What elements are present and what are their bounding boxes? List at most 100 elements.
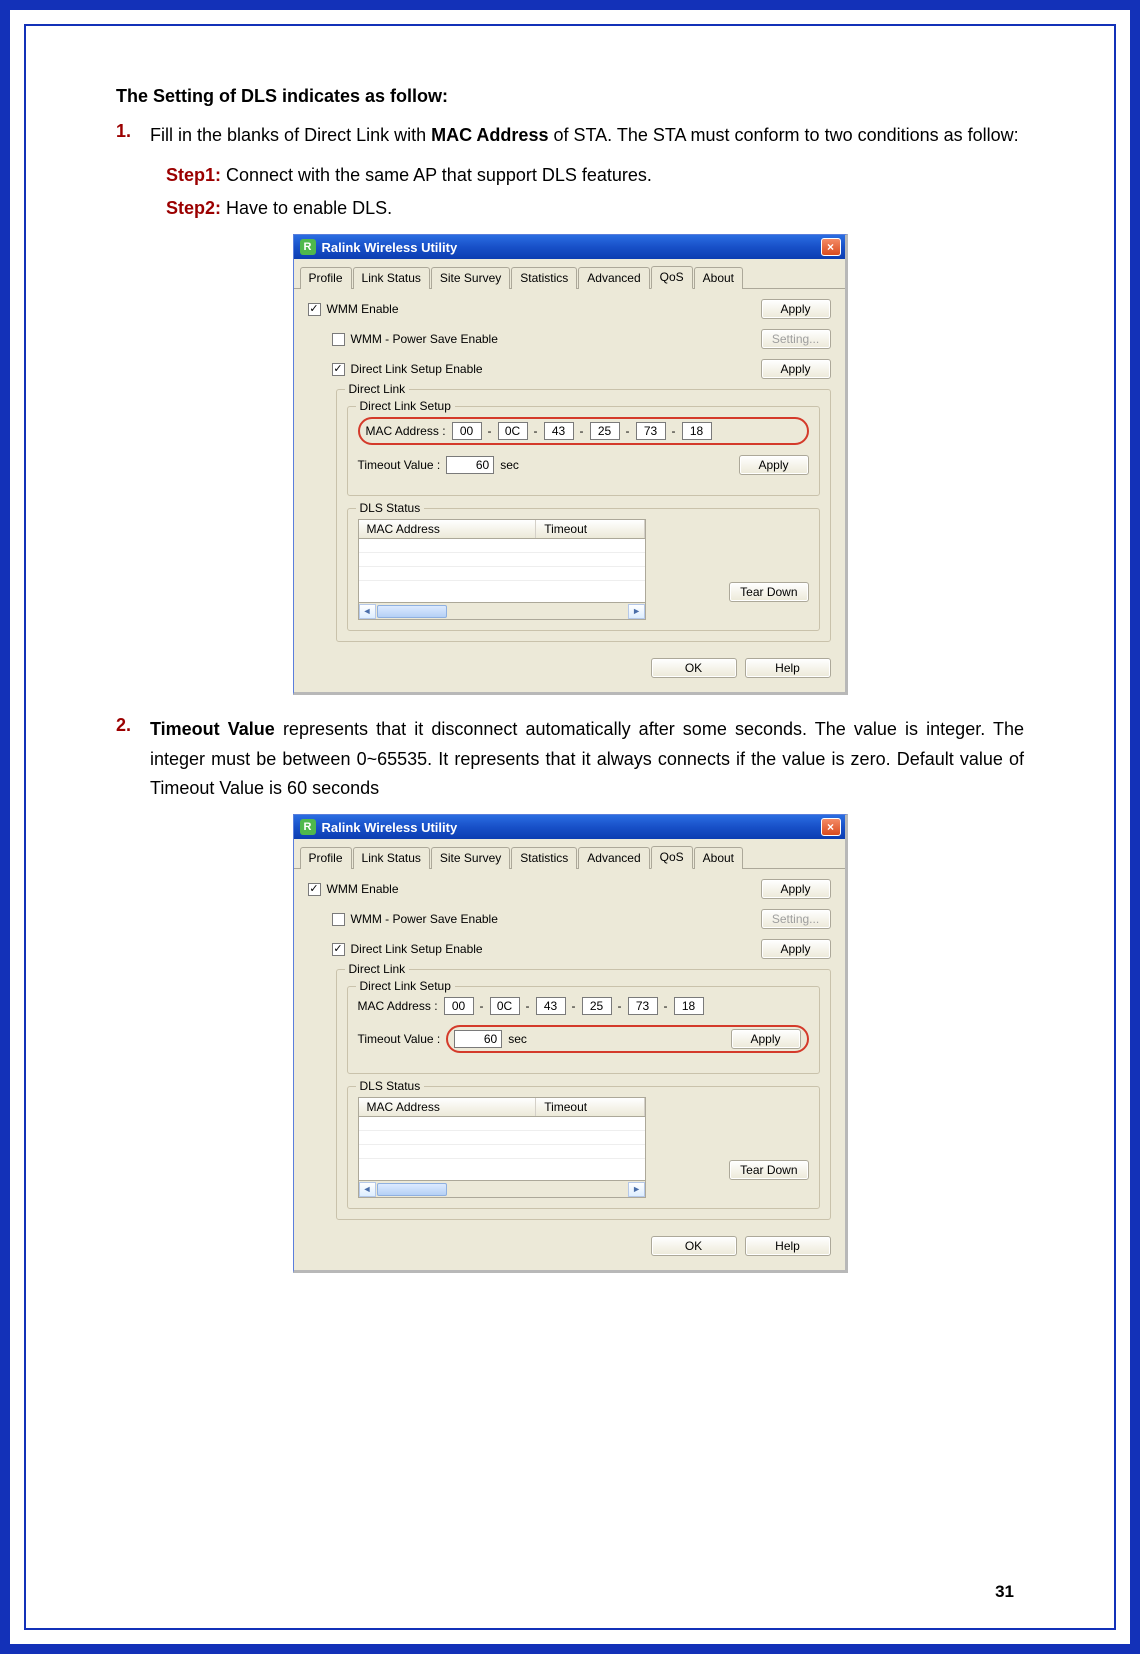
status-list-body[interactable]: [358, 1117, 647, 1181]
scroll-left-icon[interactable]: ◄: [359, 604, 376, 619]
status-list-header: MAC Address Timeout: [358, 1097, 647, 1117]
apply-button-dls[interactable]: Apply: [761, 939, 831, 959]
tab-site-survey[interactable]: Site Survey: [431, 267, 510, 289]
tab-advanced[interactable]: Advanced: [578, 847, 649, 869]
tear-down-button[interactable]: Tear Down: [729, 582, 808, 602]
direct-link-label: Direct Link: [345, 382, 410, 396]
mac-highlight: MAC Address : 00- 0C- 43- 25- 73- 18: [358, 417, 809, 445]
dls-setup-group: Direct Link Setup MAC Address : 00- 0C- …: [347, 986, 820, 1074]
item-2-number: 2.: [116, 715, 150, 804]
wmm-ps-checkbox[interactable]: [332, 333, 345, 346]
help-button[interactable]: Help: [745, 658, 831, 678]
wmm-ps-label: WMM - Power Save Enable: [351, 912, 498, 926]
list-item-2: 2. Timeout Value represents that it disc…: [116, 715, 1024, 804]
apply-button-wmm[interactable]: Apply: [761, 879, 831, 899]
tab-statistics[interactable]: Statistics: [511, 847, 577, 869]
apply-button-wmm[interactable]: Apply: [761, 299, 831, 319]
item-1-number: 1.: [116, 121, 150, 151]
step-1: Step1: Connect with the same AP that sup…: [166, 161, 1024, 191]
apply-button-dls[interactable]: Apply: [761, 359, 831, 379]
item-1-bold: MAC Address: [431, 125, 548, 145]
scroll-thumb[interactable]: [377, 1183, 447, 1196]
tab-qos[interactable]: QoS: [651, 266, 693, 289]
dls-enable-label: Direct Link Setup Enable: [351, 362, 483, 376]
tab-profile[interactable]: Profile: [300, 267, 352, 289]
dls-setup-label: Direct Link Setup: [356, 399, 455, 413]
tab-row: Profile Link Status Site Survey Statisti…: [294, 259, 845, 289]
horizontal-scrollbar[interactable]: ◄ ►: [358, 603, 647, 620]
tab-profile[interactable]: Profile: [300, 847, 352, 869]
col-mac-header[interactable]: MAC Address: [359, 520, 537, 538]
direct-link-group: Direct Link Direct Link Setup MAC Addres…: [336, 389, 831, 642]
wmm-ps-checkbox[interactable]: [332, 913, 345, 926]
col-mac-header[interactable]: MAC Address: [359, 1098, 537, 1116]
col-timeout-header[interactable]: Timeout: [536, 520, 645, 538]
timeout-highlight: 60 sec Apply: [446, 1025, 808, 1053]
app-icon: R: [300, 819, 316, 835]
mac-field-1[interactable]: 0C: [498, 422, 528, 440]
wmm-enable-checkbox[interactable]: [308, 303, 321, 316]
tab-link-status[interactable]: Link Status: [353, 847, 430, 869]
dls-enable-checkbox[interactable]: [332, 363, 345, 376]
list-item-1: 1. Fill in the blanks of Direct Link wit…: [116, 121, 1024, 151]
dls-status-label: DLS Status: [356, 1079, 425, 1093]
list-row: [359, 553, 646, 567]
apply-button-timeout[interactable]: Apply: [739, 455, 809, 475]
tab-about[interactable]: About: [694, 847, 743, 869]
list-row: [359, 1131, 646, 1145]
timeout-label: Timeout Value :: [358, 458, 441, 472]
tab-advanced[interactable]: Advanced: [578, 267, 649, 289]
mac-field-0[interactable]: 00: [452, 422, 482, 440]
tab-site-survey[interactable]: Site Survey: [431, 847, 510, 869]
titlebar[interactable]: R Ralink Wireless Utility ×: [294, 815, 845, 839]
mac-field-0[interactable]: 00: [444, 997, 474, 1015]
scroll-right-icon[interactable]: ►: [628, 1182, 645, 1197]
horizontal-scrollbar[interactable]: ◄ ►: [358, 1181, 647, 1198]
mac-field-1[interactable]: 0C: [490, 997, 520, 1015]
tear-down-button[interactable]: Tear Down: [729, 1160, 808, 1180]
tab-qos[interactable]: QoS: [651, 846, 693, 869]
mac-field-2[interactable]: 43: [544, 422, 574, 440]
ok-button[interactable]: OK: [651, 1236, 737, 1256]
timeout-field[interactable]: 60: [446, 456, 494, 474]
status-list-body[interactable]: [358, 539, 647, 603]
item-2-bold: Timeout Value: [150, 719, 275, 739]
dls-enable-checkbox[interactable]: [332, 943, 345, 956]
mac-field-3[interactable]: 25: [590, 422, 620, 440]
timeout-unit: sec: [500, 458, 519, 472]
list-row: [359, 1117, 646, 1131]
scroll-right-icon[interactable]: ►: [628, 604, 645, 619]
tab-row: Profile Link Status Site Survey Statisti…: [294, 839, 845, 869]
mac-field-4[interactable]: 73: [628, 997, 658, 1015]
setting-button: Setting...: [761, 329, 831, 349]
wmm-enable-checkbox[interactable]: [308, 883, 321, 896]
mac-field-5[interactable]: 18: [682, 422, 712, 440]
mac-field-5[interactable]: 18: [674, 997, 704, 1015]
apply-button-timeout[interactable]: Apply: [731, 1029, 801, 1049]
dls-status-group: DLS Status MAC Address Timeout: [347, 1086, 820, 1209]
mac-field-4[interactable]: 73: [636, 422, 666, 440]
dls-status-group: DLS Status MAC Address Timeout: [347, 508, 820, 631]
ralink-window-2: R Ralink Wireless Utility × Profile Link…: [293, 814, 848, 1273]
timeout-field[interactable]: 60: [454, 1030, 502, 1048]
item-1-post: of STA. The STA must conform to two cond…: [548, 125, 1018, 145]
scroll-thumb[interactable]: [377, 605, 447, 618]
tab-statistics[interactable]: Statistics: [511, 267, 577, 289]
help-button[interactable]: Help: [745, 1236, 831, 1256]
list-row: [359, 1145, 646, 1159]
dls-enable-label: Direct Link Setup Enable: [351, 942, 483, 956]
mac-field-2[interactable]: 43: [536, 997, 566, 1015]
step-1-text: Connect with the same AP that support DL…: [221, 165, 652, 185]
scroll-left-icon[interactable]: ◄: [359, 1182, 376, 1197]
close-icon[interactable]: ×: [821, 238, 841, 256]
direct-link-label: Direct Link: [345, 962, 410, 976]
close-icon[interactable]: ×: [821, 818, 841, 836]
ok-button[interactable]: OK: [651, 658, 737, 678]
titlebar[interactable]: R Ralink Wireless Utility ×: [294, 235, 845, 259]
tab-link-status[interactable]: Link Status: [353, 267, 430, 289]
setting-button: Setting...: [761, 909, 831, 929]
list-row: [359, 567, 646, 581]
col-timeout-header[interactable]: Timeout: [536, 1098, 645, 1116]
mac-field-3[interactable]: 25: [582, 997, 612, 1015]
tab-about[interactable]: About: [694, 267, 743, 289]
